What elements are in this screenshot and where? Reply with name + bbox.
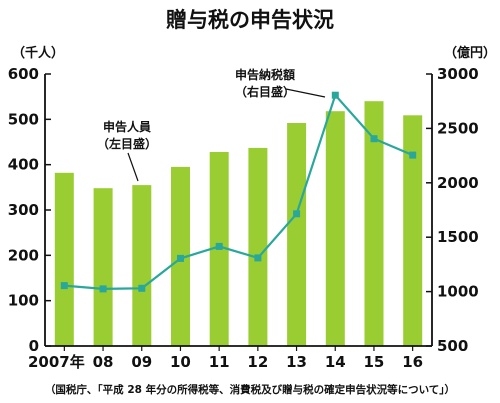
line-layer [60, 91, 417, 293]
labels-layer: 0 100 200 300 400 500 600 500 1000 1500 2000 2500 30… [8, 65, 479, 371]
x-tick-label: 08 [93, 353, 114, 371]
tax-line [64, 93, 414, 291]
tax-point [177, 254, 184, 262]
bar [93, 188, 113, 346]
right-tick-label: 3000 [437, 65, 479, 83]
right-tick-label: 1000 [437, 283, 479, 301]
annotation-tax-sub: （右目盛） [235, 84, 295, 99]
tax-point [293, 210, 301, 218]
axes-layer [44, 73, 433, 351]
annotation-people-leader [127, 152, 139, 182]
tax-point [409, 151, 417, 159]
bar [403, 115, 423, 346]
annotation-tax-leader [285, 88, 326, 98]
annotation-tax-name: 申告納税額 [235, 67, 295, 82]
x-tick-label: 2007年 [28, 353, 85, 371]
tax-point [60, 282, 68, 290]
left-tick-label: 100 [8, 292, 39, 310]
tax-point [331, 91, 339, 99]
tax-point [138, 284, 146, 292]
legend-annotation-tax: 申告納税額 （右目盛） [235, 67, 326, 99]
annotation-people-sub: （左目盛） [97, 136, 157, 151]
tax-point [215, 242, 223, 250]
chart-title: 贈与税の申告状況 [166, 8, 334, 32]
annotation-people-name: 申告人員 [103, 119, 151, 134]
x-tick-label: 10 [170, 353, 191, 371]
right-tick-label: 2000 [437, 174, 479, 192]
right-tick-label: 2500 [437, 119, 479, 137]
tax-point [370, 135, 378, 143]
bar [248, 147, 268, 346]
x-tick-label: 13 [286, 353, 307, 371]
x-tick-label: 15 [364, 353, 385, 371]
left-tick-label: 400 [8, 156, 39, 174]
right-tick-label: 500 [437, 337, 468, 355]
right-tick-label: 1500 [437, 228, 479, 246]
legend-annotation-people: 申告人員 （左目盛） [97, 119, 157, 182]
x-tick-label: 14 [325, 353, 346, 371]
left-tick-label: 600 [8, 65, 39, 83]
right-axis-unit: （億円） [444, 45, 496, 61]
left-axis-unit: （千人） [12, 45, 64, 61]
x-tick-label: 11 [209, 353, 230, 371]
bar [325, 111, 345, 346]
x-tick-label: 16 [402, 353, 423, 371]
tax-point [254, 254, 262, 262]
bar [287, 123, 307, 346]
source-note: （国税庁、「平成 28 年分の所得税等、消費税及び贈与税の確定申告状況等について… [45, 383, 455, 396]
bar [364, 101, 384, 346]
left-tick-label: 200 [8, 246, 39, 264]
tax-point [99, 285, 107, 293]
left-tick-label: 500 [8, 110, 39, 128]
bar [132, 185, 152, 346]
bar [54, 172, 74, 346]
left-tick-label: 0 [29, 337, 39, 355]
x-tick-label: 12 [247, 353, 268, 371]
left-tick-label: 300 [8, 201, 39, 219]
x-tick-label: 09 [131, 353, 152, 371]
